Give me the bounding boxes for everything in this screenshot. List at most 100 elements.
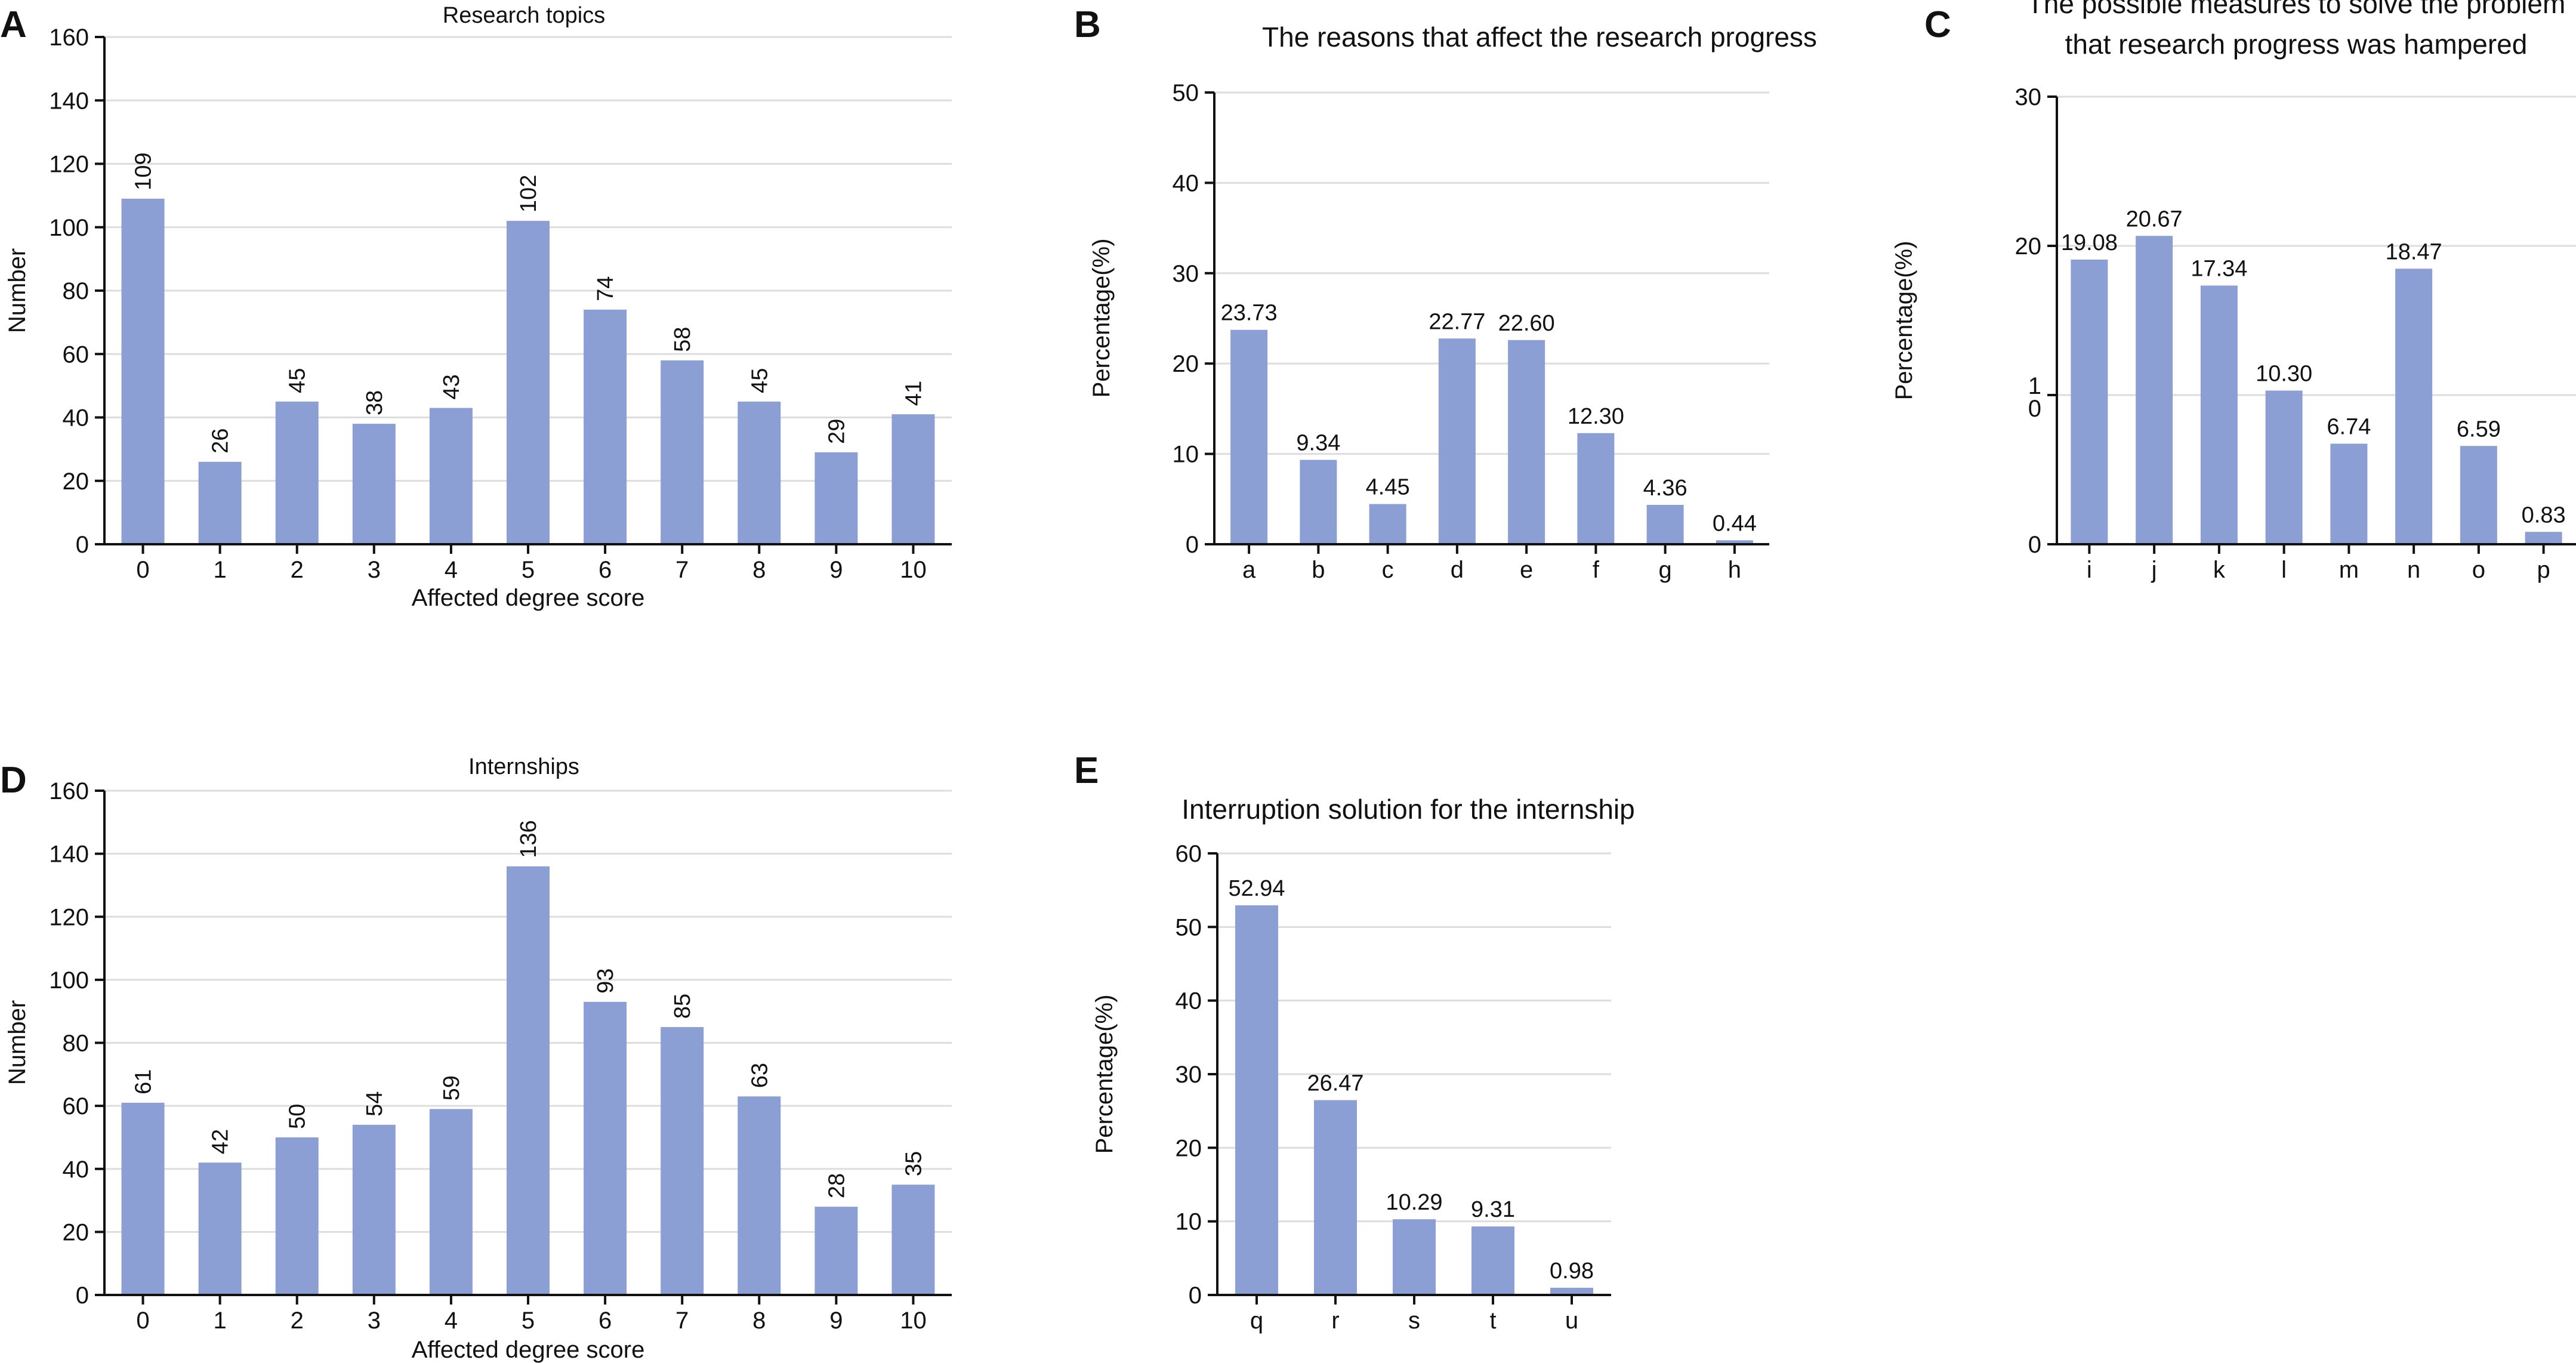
panel-b: B The reasons that affect the research pr… bbox=[1074, 4, 1817, 583]
x-tick-label: 3 bbox=[368, 557, 381, 583]
y-tick-label: 160 bbox=[49, 24, 89, 51]
data-label: 42 bbox=[208, 1129, 233, 1154]
y-tick-label: 20 bbox=[1173, 351, 1199, 377]
data-label: 109 bbox=[131, 153, 156, 190]
bar bbox=[198, 1162, 242, 1295]
bar bbox=[1716, 540, 1753, 544]
data-label: 0.98 bbox=[1550, 1259, 1594, 1284]
data-label: 45 bbox=[747, 368, 772, 393]
bar bbox=[1314, 1100, 1357, 1295]
bar bbox=[738, 1096, 781, 1295]
bar bbox=[2460, 446, 2497, 544]
panel-d: D Internships0204060801001201401606104215… bbox=[0, 754, 952, 1363]
y-tick-label: 80 bbox=[63, 1031, 90, 1057]
x-tick-label: m bbox=[2339, 557, 2359, 583]
y-tick-label: 120 bbox=[49, 904, 89, 930]
x-tick-label: 5 bbox=[522, 1308, 535, 1334]
bar bbox=[815, 452, 858, 544]
x-tick-label: 7 bbox=[675, 1308, 689, 1334]
x-tick-label: a bbox=[1242, 557, 1256, 583]
y-tick-label: 60 bbox=[63, 341, 90, 368]
x-tick-label: o bbox=[2472, 557, 2485, 583]
bar bbox=[429, 408, 473, 544]
y-axis-label: Number bbox=[4, 248, 30, 333]
bar bbox=[429, 1109, 473, 1295]
y-tick-label: 40 bbox=[63, 1157, 90, 1183]
y-tick-label: 30 bbox=[1173, 261, 1199, 287]
y-tick-label: 140 bbox=[49, 88, 89, 114]
y-tick-label: 20 bbox=[1176, 1135, 1202, 1161]
bar bbox=[275, 1137, 319, 1295]
x-tick-label: 3 bbox=[368, 1308, 381, 1334]
x-tick-label: 1 bbox=[214, 1308, 227, 1334]
x-tick-label: g bbox=[1659, 557, 1672, 583]
bar bbox=[2525, 532, 2562, 544]
bar bbox=[121, 1102, 165, 1295]
bar bbox=[275, 401, 319, 544]
y-tick-label: 20 bbox=[2015, 233, 2042, 260]
y-tick-label: 40 bbox=[1176, 988, 1202, 1014]
data-label: 58 bbox=[670, 327, 695, 352]
bar bbox=[1438, 338, 1476, 544]
x-tick-label: u bbox=[1565, 1308, 1578, 1334]
panel-letter: E bbox=[1074, 750, 1099, 791]
chart-title: The reasons that affect the research pro… bbox=[1262, 21, 1817, 53]
bar bbox=[1393, 1219, 1436, 1295]
bar bbox=[738, 401, 781, 544]
x-tick-label: e bbox=[1520, 557, 1533, 583]
panel-c: C The possible measures to solve the prob… bbox=[1891, 0, 2576, 583]
data-label: 10.30 bbox=[2256, 362, 2312, 387]
data-label: 6.74 bbox=[2327, 415, 2371, 440]
bar bbox=[1230, 329, 1268, 544]
data-label: 102 bbox=[516, 175, 541, 212]
data-label: 4.36 bbox=[1643, 476, 1687, 501]
bar bbox=[198, 461, 242, 544]
x-tick-label: 6 bbox=[599, 557, 612, 583]
data-label: 93 bbox=[593, 969, 618, 994]
data-label: 74 bbox=[593, 276, 618, 301]
y-tick-label: 160 bbox=[49, 778, 89, 804]
bar bbox=[2330, 443, 2368, 544]
data-label: 10.29 bbox=[1386, 1190, 1442, 1215]
bar bbox=[1471, 1226, 1514, 1295]
data-label: 20.67 bbox=[2126, 206, 2183, 232]
data-label: 22.77 bbox=[1429, 309, 1485, 334]
x-tick-label: 10 bbox=[900, 1308, 927, 1334]
x-tick-label: 9 bbox=[829, 1308, 843, 1334]
data-label: 136 bbox=[516, 820, 541, 858]
bar bbox=[1577, 433, 1615, 544]
panel-e: E Interruption solution for the internshi… bbox=[1074, 750, 1635, 1334]
chart-title: Interruption solution for the internship bbox=[1181, 794, 1634, 825]
x-tick-label: 8 bbox=[752, 557, 766, 583]
data-label: 9.31 bbox=[1471, 1197, 1515, 1222]
data-label: 19.08 bbox=[2061, 230, 2118, 255]
x-tick-label: 0 bbox=[136, 557, 149, 583]
x-tick-label: 5 bbox=[522, 557, 535, 583]
panel-letter: A bbox=[0, 4, 27, 45]
x-tick-label: j bbox=[2151, 557, 2157, 583]
bar bbox=[352, 424, 396, 544]
x-tick-label: 4 bbox=[445, 557, 458, 583]
data-label: 59 bbox=[439, 1075, 464, 1100]
x-tick-label: 7 bbox=[675, 557, 689, 583]
bar bbox=[507, 221, 550, 544]
data-label: 26 bbox=[208, 428, 233, 454]
x-tick-label: s bbox=[1408, 1308, 1420, 1334]
x-tick-label: 2 bbox=[291, 557, 304, 583]
x-tick-label: l bbox=[2281, 557, 2287, 583]
bar bbox=[1300, 460, 1337, 544]
data-label: 52.94 bbox=[1228, 876, 1285, 901]
bar bbox=[2071, 260, 2108, 544]
data-label: 6.59 bbox=[2457, 417, 2501, 442]
x-tick-label: q bbox=[1250, 1308, 1263, 1334]
y-tick-label: 120 bbox=[49, 152, 89, 178]
x-tick-label: 0 bbox=[136, 1308, 149, 1334]
x-tick-label: p bbox=[2537, 557, 2550, 583]
data-label: 54 bbox=[362, 1091, 387, 1117]
y-tick-label: 30 bbox=[1176, 1062, 1202, 1088]
panel-letter: C bbox=[1924, 4, 1951, 45]
data-label: 85 bbox=[670, 994, 695, 1019]
data-label: 23.73 bbox=[1221, 301, 1278, 326]
x-tick-label: i bbox=[2087, 557, 2092, 583]
